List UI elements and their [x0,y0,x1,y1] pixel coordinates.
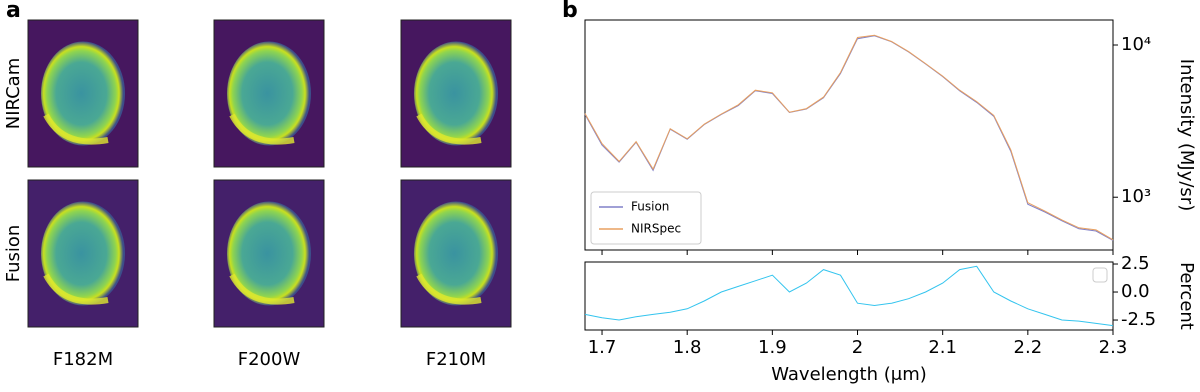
planet-disk [41,41,125,146]
limb-highlight [43,273,109,305]
series-line [584,265,1114,327]
column-label: F200W [238,349,301,370]
x-tick-label: 2.3 [1099,337,1128,358]
x-tick-label: 1.7 [588,337,617,358]
planet-disk [227,41,311,146]
x-tick-label: 2.1 [928,337,957,358]
x-tick-label: 2 [852,337,863,358]
legend-box [1092,267,1108,283]
planet-disk [227,201,311,306]
y-tick-label: 10⁴ [1121,34,1151,55]
column-label: F182M [53,349,113,370]
planet-disk [414,41,498,146]
limb-highlight [416,273,482,305]
y-axis-label: Intensity (MJy/sr) [1176,59,1197,211]
column-label: F210M [426,349,486,370]
plot-frame [584,261,1114,331]
plot-frame [584,19,1114,251]
x-tick-label: 2.2 [1014,337,1043,358]
legend-label: Fusion [631,200,669,214]
x-tick-label: 1.8 [673,337,702,358]
x-tick-label: 1.9 [758,337,787,358]
row-label: Fusion [3,225,24,283]
limb-highlight [229,113,295,145]
legend-box [590,191,702,245]
planet-disk [414,201,498,306]
limb-highlight [43,113,109,145]
series-line [584,34,1114,241]
y-axis-label: Percent [1176,262,1197,330]
y-tick-label: -2.5 [1121,309,1156,330]
y-tick-label: 2.5 [1121,253,1150,274]
panel-label: a [6,0,21,23]
y-tick-label: 0.0 [1121,281,1150,302]
row-label: NIRCam [3,58,24,130]
y-tick-label: 10³ [1121,186,1151,207]
x-axis-label: Wavelength (μm) [771,364,927,385]
planet-disk [41,201,125,306]
limb-highlight [229,273,295,305]
limb-highlight [416,113,482,145]
legend-label: NIRSpec [631,222,681,236]
panel-label: b [562,0,578,23]
